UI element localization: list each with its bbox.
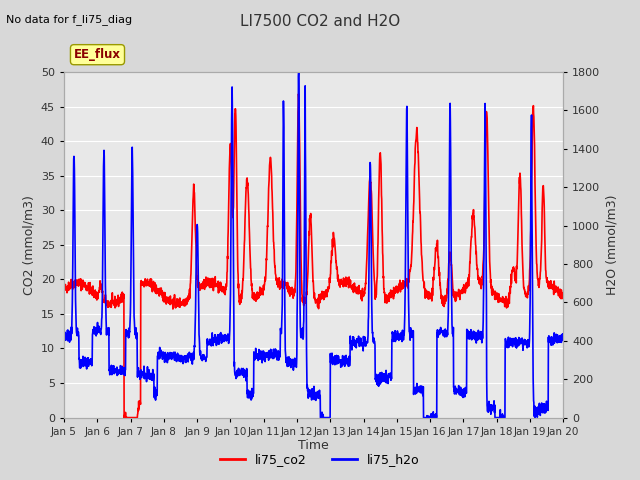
Text: No data for f_li75_diag: No data for f_li75_diag <box>6 14 132 25</box>
Y-axis label: H2O (mmol/m3): H2O (mmol/m3) <box>606 194 619 295</box>
Text: EE_flux: EE_flux <box>74 48 121 61</box>
Y-axis label: CO2 (mmol/m3): CO2 (mmol/m3) <box>22 195 35 295</box>
Text: LI7500 CO2 and H2O: LI7500 CO2 and H2O <box>240 14 400 29</box>
X-axis label: Time: Time <box>298 439 329 453</box>
Legend: li75_co2, li75_h2o: li75_co2, li75_h2o <box>215 448 425 471</box>
